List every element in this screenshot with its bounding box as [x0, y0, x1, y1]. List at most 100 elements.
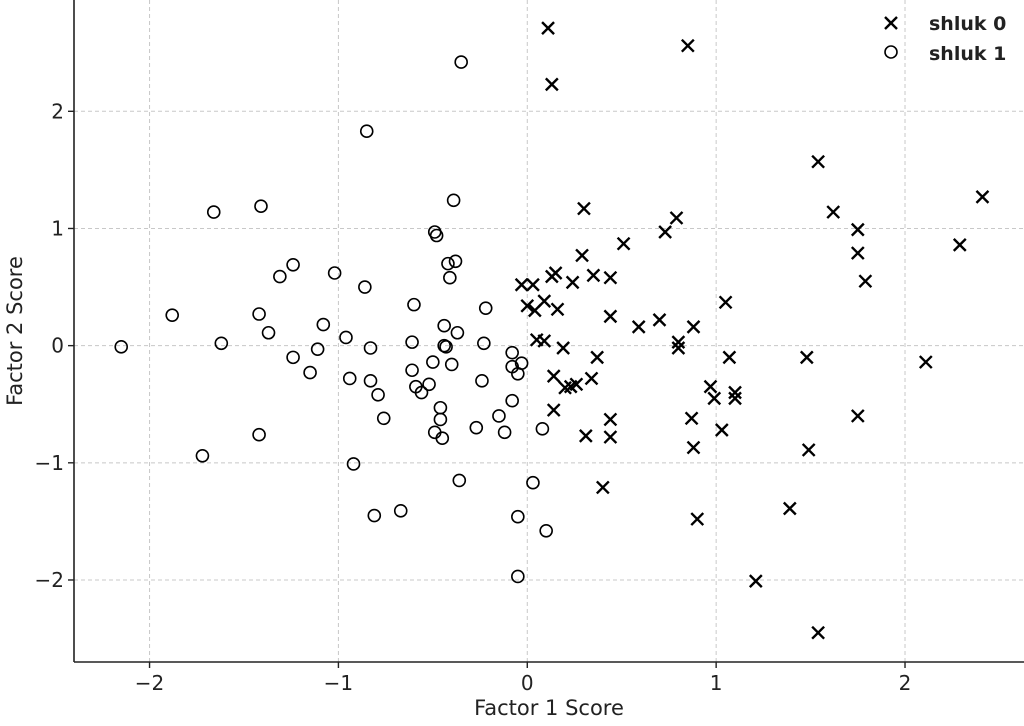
point-shluk-0 [811, 625, 825, 640]
point-shluk-1 [407, 297, 421, 312]
point-shluk-0 [952, 238, 967, 252]
point-shluk-0 [575, 248, 589, 263]
point-shluk-0 [690, 512, 705, 526]
point-shluk-0 [801, 443, 816, 457]
y-axis-label: Factor 2 Score [3, 256, 27, 406]
point-shluk-1 [393, 504, 408, 518]
point-shluk-0 [537, 334, 552, 348]
point-shluk-1 [339, 330, 353, 345]
point-shluk-1 [342, 371, 357, 386]
point-shluk-1 [441, 256, 455, 271]
point-shluk-1 [505, 345, 519, 360]
point-shluk-1 [214, 336, 229, 351]
point-shluk-1 [450, 325, 465, 340]
point-shluk-0 [595, 480, 610, 495]
point-shluk-0 [577, 201, 591, 216]
point-shluk-1 [444, 357, 459, 372]
x-tick-label: 1 [710, 671, 723, 695]
point-shluk-0 [975, 189, 990, 204]
point-shluk-1 [359, 124, 374, 139]
point-shluk-0 [686, 440, 701, 455]
point-shluk-1 [303, 365, 317, 380]
point-shluk-0 [652, 313, 667, 327]
y-tick-label: −1 [35, 451, 64, 475]
point-shluk-0 [686, 320, 701, 334]
point-shluk-0 [569, 377, 584, 392]
point-shluk-1 [310, 342, 325, 356]
legend: shluk 0 shluk 1 [884, 13, 1006, 65]
point-shluk-1 [363, 341, 378, 355]
point-shluk-1 [273, 269, 287, 284]
point-shluk-1 [316, 317, 331, 332]
point-shluk-0 [603, 412, 618, 427]
point-shluk-0 [703, 379, 718, 394]
point-shluk-1 [367, 508, 382, 523]
point-shluk-1 [261, 325, 276, 340]
point-shluk-0 [631, 320, 646, 334]
point-shluk-0 [850, 246, 865, 260]
point-shluk-1 [492, 409, 506, 423]
point-shluk-1 [511, 366, 525, 381]
point-shluk-1 [252, 427, 266, 442]
point-shluk-1 [505, 393, 519, 408]
point-shluk-0 [748, 574, 763, 589]
point-shluk-1 [448, 254, 463, 269]
x-tick-label: 0 [521, 671, 534, 695]
point-shluk-0 [918, 355, 933, 369]
point-shluk-1 [327, 266, 342, 280]
point-shluk-1 [426, 355, 440, 369]
point-shluk-0 [718, 295, 733, 310]
point-shluk-1 [165, 308, 180, 322]
point-shluk-0 [586, 268, 601, 283]
point-shluk-1 [422, 377, 436, 392]
point-shluk-0 [603, 430, 618, 444]
point-shluk-0 [578, 429, 593, 443]
data-points [114, 21, 990, 640]
point-shluk-1 [437, 318, 451, 333]
point-shluk-1 [439, 340, 453, 354]
point-shluk-1 [405, 335, 419, 349]
point-shluk-0 [544, 269, 559, 284]
point-shluk-1 [478, 301, 493, 315]
point-shluk-0 [671, 335, 686, 349]
point-shluk-1 [346, 457, 361, 471]
point-shluk-0 [680, 38, 695, 53]
point-shluk-1 [437, 338, 451, 353]
point-shluk-1 [254, 199, 268, 214]
point-shluk-0 [671, 341, 686, 355]
point-shluk-1 [446, 193, 461, 208]
point-shluk-0 [616, 236, 631, 251]
point-shluk-0 [514, 277, 529, 292]
point-shluk-0 [546, 369, 561, 383]
point-shluk-0 [544, 77, 559, 92]
point-shluk-1 [286, 257, 300, 272]
point-shluk-0 [684, 411, 699, 426]
x-tick-label: 2 [899, 671, 912, 695]
legend-marker-x [884, 16, 898, 30]
point-shluk-1 [526, 475, 540, 490]
point-shluk-0 [520, 298, 535, 313]
point-shluk-1 [429, 228, 444, 243]
point-shluk-0 [603, 309, 618, 324]
point-shluk-0 [603, 270, 618, 285]
y-tick-label: 0 [51, 334, 64, 358]
point-shluk-1 [195, 448, 210, 463]
point-shluk-0 [584, 371, 599, 386]
point-shluk-0 [811, 154, 825, 169]
x-tick-label: −2 [135, 671, 164, 695]
point-shluk-0 [565, 275, 580, 290]
point-shluk-0 [669, 211, 684, 225]
point-shluk-1 [452, 473, 467, 488]
point-shluk-1 [414, 385, 429, 400]
point-shluk-0 [707, 391, 722, 406]
point-shluk-1 [363, 373, 378, 388]
point-shluk-1 [252, 307, 266, 321]
point-shluk-1 [477, 336, 491, 351]
point-shluk-1 [454, 55, 468, 69]
point-shluk-0 [526, 277, 540, 292]
x-tick-label: −1 [324, 671, 353, 695]
point-shluk-0 [541, 21, 555, 35]
point-shluk-1 [358, 280, 372, 294]
point-shluk-0 [546, 403, 561, 417]
